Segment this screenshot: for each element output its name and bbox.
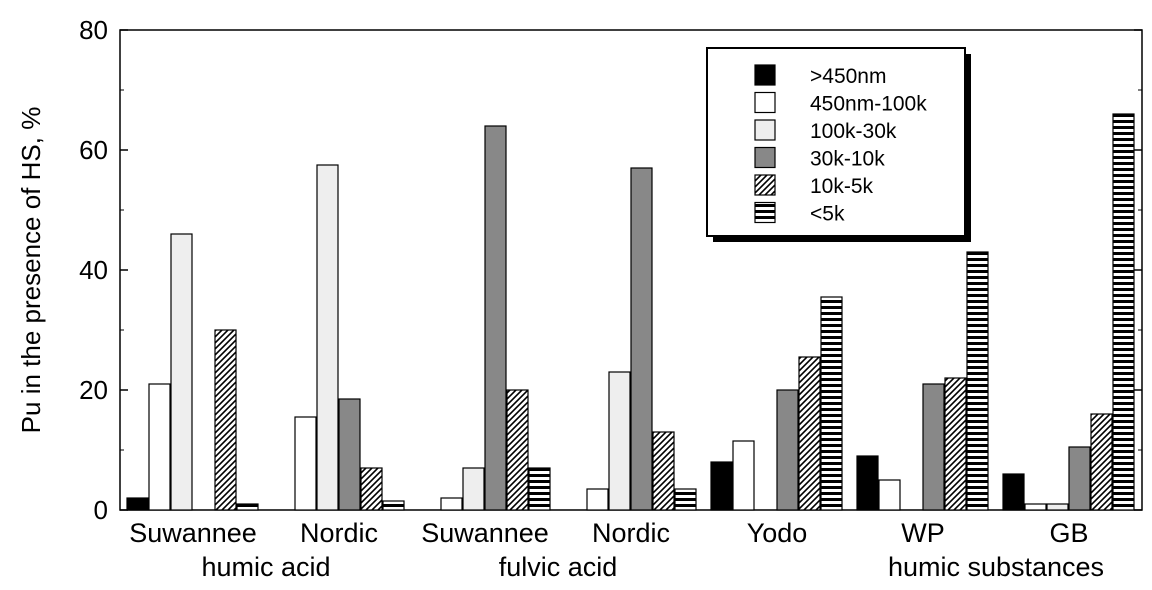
bar-diagonal-hatch [214,329,237,511]
bar-horizontal-stripes [674,488,697,511]
bar-diagonal-hatch [506,389,529,511]
bar-dark-gray [1068,446,1091,511]
bar-white [1024,503,1047,511]
legend-label: 10k-5k [810,175,874,198]
bar-light-gray [170,233,193,511]
y-axis-label: Pu in the presence of HS, % [16,107,46,434]
bar-white [732,440,755,511]
y-tick-label: 60 [79,135,108,165]
bar-horizontal-stripes [236,503,259,511]
category-label: Suwannee [129,518,257,548]
bar-light-gray [1046,503,1069,511]
category-label: Suwannee [421,518,549,548]
category-label: GB [1049,518,1088,548]
legend-swatch [754,174,776,196]
bar-diagonal-hatch [1090,413,1113,511]
bar-dark-gray [484,125,507,511]
y-tick-label: 0 [94,495,108,525]
legend-label: 100k-30k [810,120,897,143]
bar-solid-black [856,455,879,511]
bar-horizontal-stripes [1112,113,1135,511]
category-label: WP [901,518,945,548]
legend-swatch [754,119,776,141]
category-label: Nordic [300,518,378,548]
bar-light-gray [316,164,339,511]
bar-diagonal-hatch [798,356,821,511]
legend-label: 30k-10k [810,148,885,171]
category-label: Yodo [747,518,808,548]
y-tick-label: 80 [79,15,108,45]
bar-horizontal-stripes [382,500,405,511]
bar-diagonal-hatch [360,467,383,511]
bar-dark-gray [338,398,361,511]
bar-white [294,416,317,511]
legend-box [706,47,966,237]
group-label: humic acid [201,552,330,582]
bar-diagonal-hatch [652,431,675,511]
bar-white [878,479,901,511]
bar-solid-black [710,461,733,511]
legend-swatch [754,201,776,224]
bar-horizontal-stripes [820,296,843,511]
bar-white [586,488,609,511]
legend-label: >450nm [810,65,886,88]
legend-label: 450nm-100k [810,93,927,116]
bar-solid-black [1002,473,1025,511]
bar-light-gray [462,467,485,511]
group-label: humic substances [888,552,1104,582]
bar-white [148,383,171,511]
y-tick-label: 40 [79,255,108,285]
bar-diagonal-hatch [944,377,967,511]
bar-horizontal-stripes [966,251,989,511]
bar-white [440,497,463,511]
bar-dark-gray [922,383,945,511]
legend-swatch [754,91,776,114]
bar-solid-black [126,497,149,511]
group-label: fulvic acid [499,552,618,582]
legend-label: <5k [810,203,845,226]
bar-horizontal-stripes [528,467,551,511]
y-tick-label: 20 [79,375,108,405]
bar-dark-gray [776,389,799,511]
bar-dark-gray [630,167,653,511]
legend-swatch [754,146,776,169]
bar-light-gray [608,371,631,511]
category-label: Nordic [592,518,670,548]
legend-swatch [754,64,776,86]
